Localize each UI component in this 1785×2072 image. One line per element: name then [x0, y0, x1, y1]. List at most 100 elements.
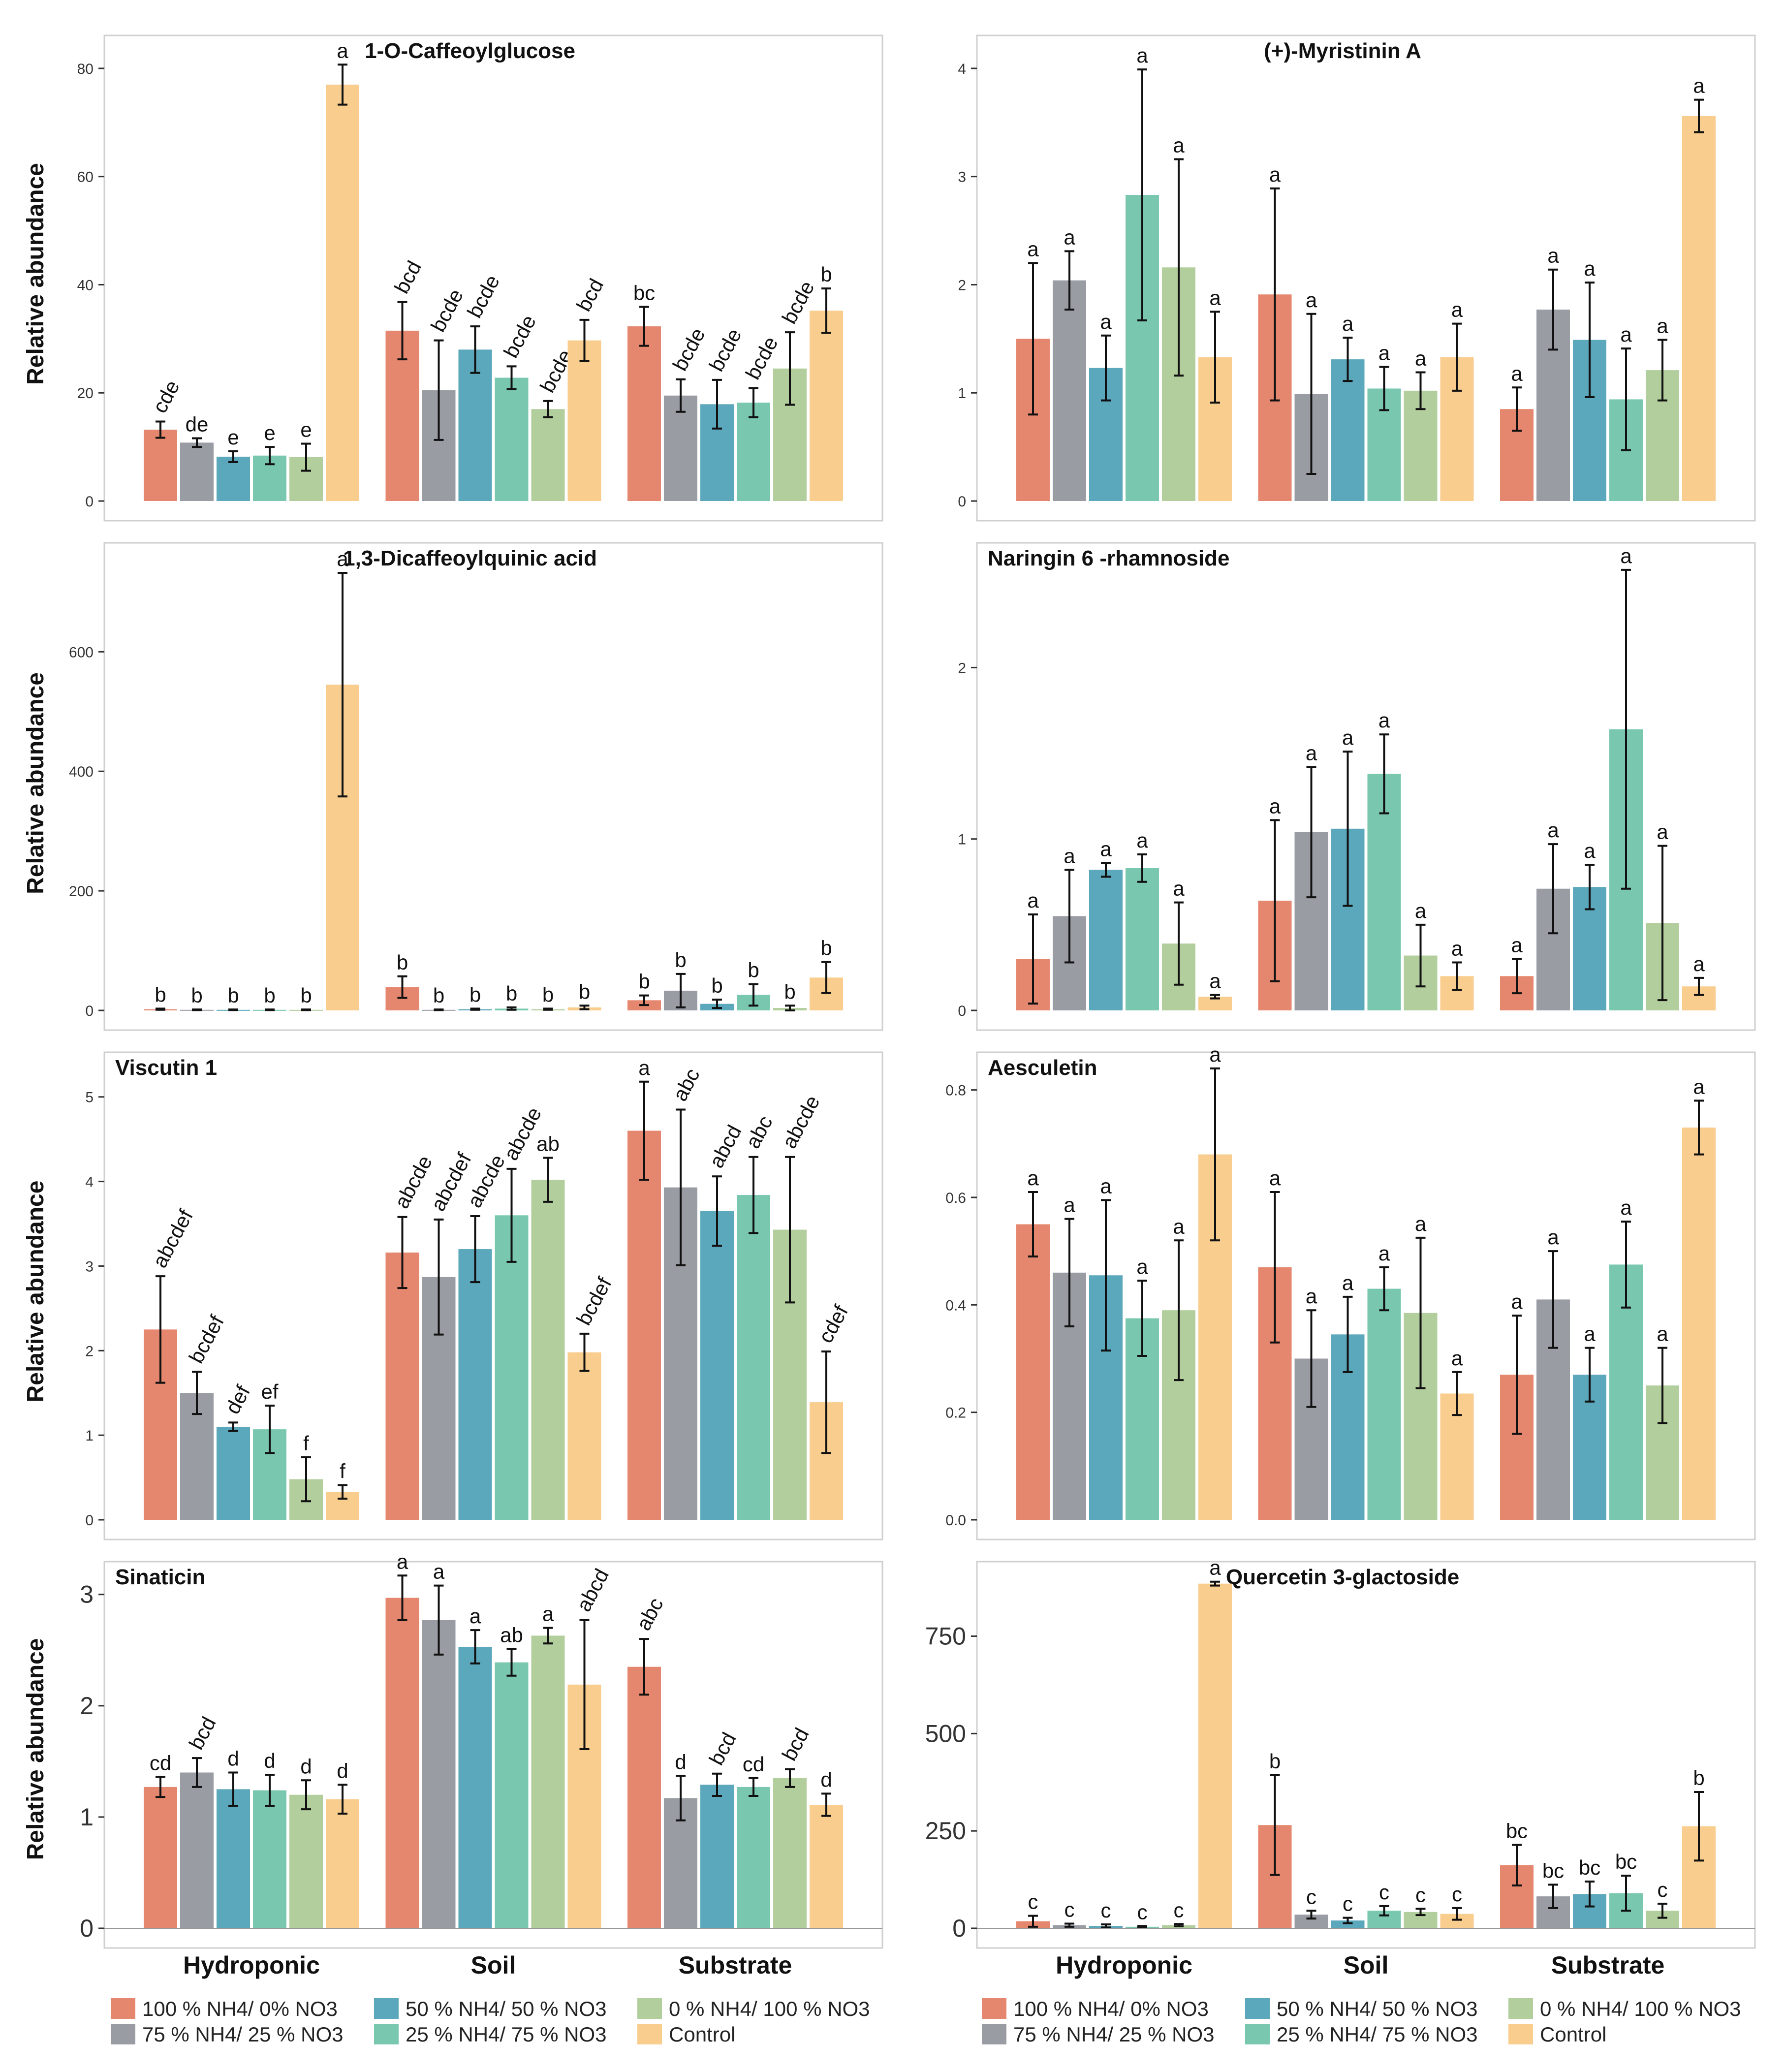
legend-label: Control — [669, 2023, 735, 2046]
significance-label: a — [1620, 1196, 1632, 1219]
significance-label: b — [191, 984, 202, 1007]
bar — [737, 1787, 770, 1928]
significance-label: f — [340, 1460, 345, 1483]
y-tick-label: 0.2 — [945, 1405, 966, 1421]
bar — [180, 1772, 214, 1928]
y-tick-label: 0.4 — [945, 1297, 966, 1314]
significance-label: b — [820, 937, 832, 960]
panel-frame — [976, 34, 1756, 522]
legend-label: 25 % NH4/ 75 % NO3 — [406, 2023, 607, 2046]
significance-label: b — [711, 974, 722, 997]
chart-title: Naringin 6 -rhamnoside — [988, 546, 1229, 570]
bar — [253, 1790, 286, 1928]
significance-label: c — [1174, 1898, 1184, 1921]
significance-label: bcd — [184, 1713, 220, 1753]
significance-label: a — [1511, 934, 1523, 957]
significance-label: abc — [668, 1065, 704, 1105]
y-tick-label: 0 — [958, 494, 966, 510]
chart-title: (+)-Myristinin A — [1264, 39, 1421, 63]
bar — [385, 1252, 419, 1520]
bar — [664, 395, 697, 501]
significance-label: a — [1451, 937, 1463, 960]
significance-label: a — [1342, 312, 1354, 335]
significance-label: b — [748, 959, 759, 982]
y-tick-label: 0.6 — [945, 1190, 966, 1206]
panel-frame — [103, 1561, 883, 1949]
significance-label: c — [1065, 1898, 1075, 1921]
significance-label: a — [337, 39, 348, 62]
y-tick-label: 1 — [958, 385, 966, 402]
significance-label: b — [820, 263, 832, 286]
bar — [567, 340, 601, 501]
significance-label: a — [1306, 1285, 1317, 1308]
y-axis-label: Relative abundance — [23, 1181, 49, 1403]
y-tick-label: 1 — [85, 1428, 94, 1444]
significance-label: abcde — [777, 1092, 824, 1152]
x-category-label: Hydroponic — [1056, 1951, 1192, 1979]
panel-frame — [103, 34, 883, 522]
legend-label: 100 % NH4/ 0% NO3 — [1013, 1997, 1209, 2020]
significance-label: bcd — [777, 1724, 813, 1764]
y-tick-label: 0 — [85, 1003, 94, 1019]
y-tick-label: 500 — [925, 1720, 966, 1747]
significance-label: a — [1657, 1322, 1668, 1346]
significance-label: bcde — [463, 271, 504, 321]
significance-label: c — [1028, 1890, 1038, 1914]
bar — [1053, 280, 1086, 501]
significance-label: a — [1584, 1322, 1596, 1346]
significance-label: cdef — [814, 1301, 852, 1347]
legend-swatch — [982, 2024, 1006, 2044]
significance-label: a — [1620, 323, 1632, 346]
panel-frame — [976, 542, 1756, 1031]
bar — [810, 1805, 843, 1928]
legend-swatch — [374, 2024, 399, 2044]
significance-label: f — [303, 1432, 309, 1455]
chart-title: Viscutin 1 — [115, 1056, 217, 1080]
significance-label: b — [784, 980, 795, 1003]
chart-title: 1-O-Caffeoylglucose — [365, 39, 575, 63]
x-category-label: Substrate — [1551, 1951, 1665, 1979]
significance-label: c — [1658, 1878, 1668, 1901]
significance-label: c — [1415, 1883, 1426, 1906]
significance-label: b — [433, 984, 444, 1007]
y-tick-label: 2 — [85, 1343, 94, 1359]
y-tick-label: 0 — [85, 494, 94, 510]
significance-label: a — [1584, 839, 1596, 862]
panel-frame — [103, 542, 883, 1031]
significance-label: cde — [148, 377, 184, 417]
significance-label: b — [1269, 1750, 1281, 1773]
significance-label: bc — [1615, 1850, 1637, 1873]
x-category-label: Soil — [1344, 1951, 1389, 1979]
y-tick-label: 750 — [925, 1623, 966, 1650]
bar — [1016, 1224, 1050, 1520]
significance-label: abcdef — [148, 1206, 197, 1272]
significance-label: a — [1027, 889, 1039, 912]
significance-label: a — [1136, 829, 1148, 852]
bar — [531, 1180, 565, 1520]
bar — [495, 1215, 529, 1520]
significance-label: a — [1547, 244, 1559, 267]
bar — [326, 84, 359, 501]
significance-label: a — [1173, 134, 1185, 157]
y-tick-label: 0.0 — [945, 1512, 966, 1529]
significance-label: c — [1452, 1883, 1462, 1906]
significance-label: a — [1306, 741, 1317, 764]
legend-items-right: 100 % NH4/ 0% NO3 75 % NH4/ 25 % NO3 50 % … — [982, 1997, 1741, 2046]
y-tick-label: 400 — [69, 764, 94, 780]
y-tick-label: 2 — [958, 277, 966, 293]
significance-label: bc — [633, 282, 655, 305]
bar — [180, 442, 214, 501]
significance-label: a — [1027, 238, 1039, 261]
significance-label: a — [1209, 970, 1221, 993]
significance-label: a — [1136, 44, 1148, 67]
significance-label: c — [1137, 1900, 1148, 1923]
bar — [458, 349, 492, 501]
significance-label: a — [1547, 1225, 1559, 1249]
legend-label: 75 % NH4/ 25 % NO3 — [1013, 2023, 1215, 2046]
legend-label: 75 % NH4/ 25 % NO3 — [142, 2023, 344, 2046]
chart-title: Quercetin 3-glactoside — [1226, 1565, 1459, 1589]
significance-label: a — [1306, 288, 1317, 312]
chart-panel: 0 200 400 600 Relative abundance 1,3-Dicaffeo… — [23, 542, 883, 1031]
significance-label: a — [1547, 818, 1559, 842]
